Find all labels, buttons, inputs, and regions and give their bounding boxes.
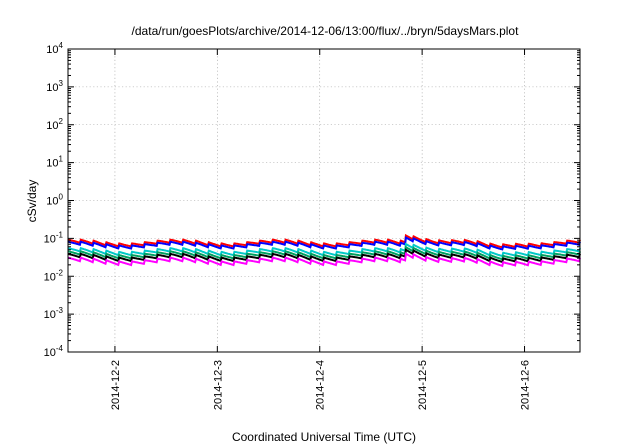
y-tick-label: 10-1 [44, 230, 64, 245]
x-tick-labels: 2014-12-2 2014-12-3 2014-12-4 2014-12-5 2014… [110, 360, 532, 410]
x-axis-label: Coordinated Universal Time (UTC) [232, 430, 416, 444]
x-tick-label: 2014-12-2 [110, 360, 122, 410]
x-tick-label: 2014-12-4 [315, 360, 327, 410]
grid [68, 49, 580, 352]
series-line-4 [67, 245, 581, 261]
chart-title: /data/run/goesPlots/archive/2014-12-06/1… [132, 24, 520, 38]
x-tick-label: 2014-12-3 [212, 360, 224, 410]
y-axis-label: cSv/day [25, 180, 39, 223]
series-lines [67, 233, 581, 268]
x-tick-label: 2014-12-5 [417, 360, 429, 410]
y-tick-label: 104 [46, 41, 63, 56]
y-tick-labels: 10-4 10-3 10-2 10-1 100 101 102 103 104 [44, 41, 64, 359]
y-tick-label: 10-4 [44, 344, 64, 359]
x-tick-label: 2014-12-6 [520, 360, 532, 410]
y-tick-label: 103 [46, 79, 63, 94]
axis-ticks [68, 48, 580, 353]
series-line-2 [67, 236, 581, 251]
y-tick-label: 102 [46, 117, 63, 132]
series-line-3 [67, 242, 581, 258]
series-line-5 [67, 248, 581, 264]
y-tick-label: 100 [46, 193, 63, 208]
series-line-1 [67, 233, 581, 249]
y-tick-label: 101 [46, 155, 63, 170]
series-line-6 [67, 252, 581, 268]
y-tick-label: 10-3 [44, 306, 64, 321]
y-tick-label: 10-2 [44, 268, 64, 283]
